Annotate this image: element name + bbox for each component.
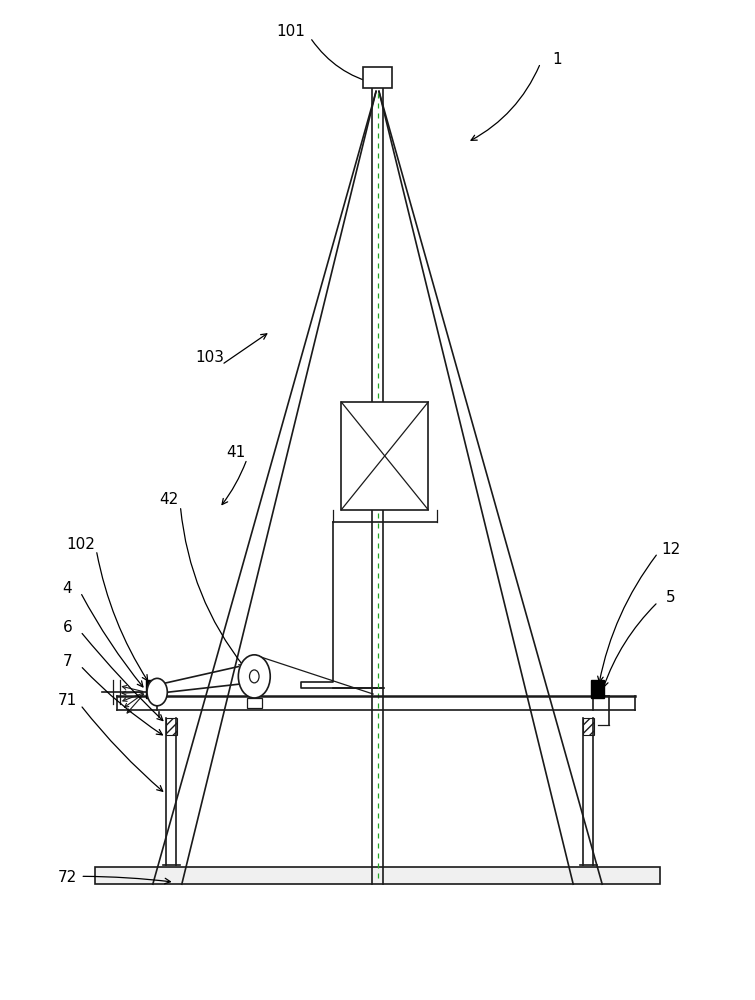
Bar bbox=[341, 402, 428, 510]
Circle shape bbox=[249, 670, 259, 683]
Text: 102: 102 bbox=[66, 537, 95, 552]
Text: 42: 42 bbox=[159, 492, 178, 508]
Bar bbox=[146, 680, 159, 698]
Text: 12: 12 bbox=[661, 542, 681, 556]
Text: 72: 72 bbox=[57, 870, 77, 885]
Text: 7: 7 bbox=[63, 654, 72, 669]
Bar bbox=[166, 718, 177, 735]
Text: 6: 6 bbox=[63, 620, 72, 635]
Bar bbox=[591, 680, 604, 698]
Text: 4: 4 bbox=[63, 581, 72, 596]
Text: 1: 1 bbox=[553, 51, 562, 66]
Bar bbox=[247, 698, 261, 708]
Bar bbox=[583, 718, 594, 735]
Bar bbox=[95, 867, 660, 884]
Text: 5: 5 bbox=[666, 590, 676, 605]
Bar bbox=[363, 67, 392, 88]
Text: 101: 101 bbox=[276, 24, 305, 39]
Text: 41: 41 bbox=[226, 445, 246, 460]
Text: 71: 71 bbox=[57, 693, 77, 708]
Text: 103: 103 bbox=[195, 350, 223, 365]
Circle shape bbox=[239, 655, 270, 698]
Circle shape bbox=[147, 678, 168, 706]
